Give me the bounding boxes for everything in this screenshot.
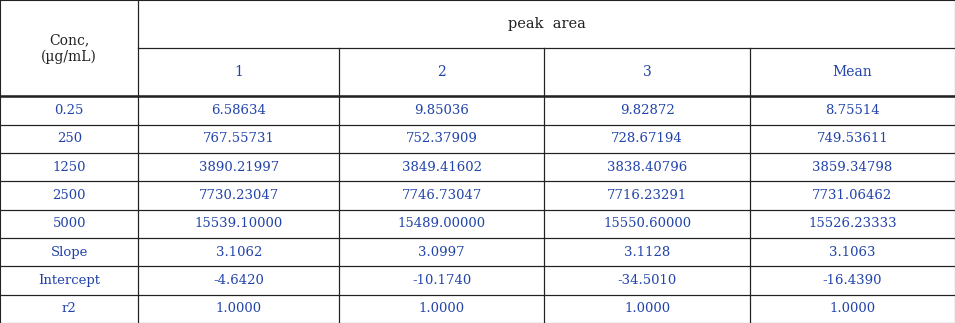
Bar [750,266,955,295]
Bar [138,97,339,125]
Bar [0,266,138,295]
Bar [0,238,138,266]
Text: 3859.34798: 3859.34798 [812,161,893,174]
Bar [0,210,138,238]
Bar [544,48,750,97]
Text: -34.5010: -34.5010 [617,274,677,287]
Text: -10.1740: -10.1740 [412,274,472,287]
Bar [0,125,138,153]
Bar [138,295,339,323]
Text: 3: 3 [643,65,651,79]
Text: 3.1063: 3.1063 [829,246,876,259]
Text: 2: 2 [437,65,446,79]
Text: 728.67194: 728.67194 [611,132,683,145]
Bar [544,210,750,238]
Bar [750,295,955,323]
Bar [750,210,955,238]
Bar [138,125,339,153]
Text: 2500: 2500 [53,189,86,202]
Text: Mean: Mean [833,65,872,79]
Bar [0,182,138,210]
Text: 250: 250 [56,132,82,145]
Bar [544,238,750,266]
Text: 3849.41602: 3849.41602 [402,161,481,174]
Bar [544,182,750,210]
Text: 1.0000: 1.0000 [829,302,876,315]
Text: 15489.00000: 15489.00000 [397,217,486,230]
Bar [138,238,339,266]
Bar [750,153,955,182]
Text: 15526.23333: 15526.23333 [808,217,897,230]
Bar [750,238,955,266]
Bar [750,182,955,210]
Bar [339,266,544,295]
Text: 7716.23291: 7716.23291 [606,189,688,202]
Text: 1.0000: 1.0000 [418,302,465,315]
Bar [339,153,544,182]
Bar [544,266,750,295]
Text: 1250: 1250 [53,161,86,174]
Text: 1: 1 [234,65,244,79]
Bar [750,125,955,153]
Bar [339,295,544,323]
Bar [339,210,544,238]
Bar [750,97,955,125]
Text: 7731.06462: 7731.06462 [812,189,893,202]
Text: 767.55731: 767.55731 [202,132,275,145]
Bar [0,97,138,125]
Text: peak  area: peak area [508,17,585,31]
Bar [138,182,339,210]
Text: 0.25: 0.25 [54,104,84,117]
Bar [339,238,544,266]
Text: Intercept: Intercept [38,274,100,287]
Text: 1.0000: 1.0000 [624,302,670,315]
Bar [339,48,544,97]
Bar [544,97,750,125]
Bar [750,48,955,97]
Text: 15539.10000: 15539.10000 [195,217,283,230]
Bar [339,97,544,125]
Text: Conc,
(µg/mL): Conc, (µg/mL) [41,33,97,64]
Text: -4.6420: -4.6420 [213,274,265,287]
Text: 3.0997: 3.0997 [418,246,465,259]
Bar [138,153,339,182]
Text: 5000: 5000 [53,217,86,230]
Text: 749.53611: 749.53611 [817,132,888,145]
Text: Slope: Slope [51,246,88,259]
Text: 3.1128: 3.1128 [624,246,670,259]
Text: 752.37909: 752.37909 [406,132,478,145]
Bar [544,153,750,182]
Text: 1.0000: 1.0000 [216,302,262,315]
Bar [138,266,339,295]
Text: 6.58634: 6.58634 [211,104,266,117]
Text: 9.82872: 9.82872 [620,104,674,117]
Text: r2: r2 [62,302,76,315]
Bar [138,210,339,238]
Bar [339,125,544,153]
Text: 3890.21997: 3890.21997 [199,161,279,174]
Text: -16.4390: -16.4390 [822,274,882,287]
Bar [544,295,750,323]
Text: 7730.23047: 7730.23047 [199,189,279,202]
Bar [0,295,138,323]
Bar [0,0,138,97]
Text: 7746.73047: 7746.73047 [401,189,482,202]
Bar [544,125,750,153]
Bar [138,0,955,48]
Text: 9.85036: 9.85036 [414,104,469,117]
Bar [0,153,138,182]
Text: 8.75514: 8.75514 [825,104,880,117]
Bar [138,48,339,97]
Text: 3838.40796: 3838.40796 [606,161,688,174]
Text: 3.1062: 3.1062 [216,246,262,259]
Bar [339,182,544,210]
Text: 15550.60000: 15550.60000 [603,217,691,230]
